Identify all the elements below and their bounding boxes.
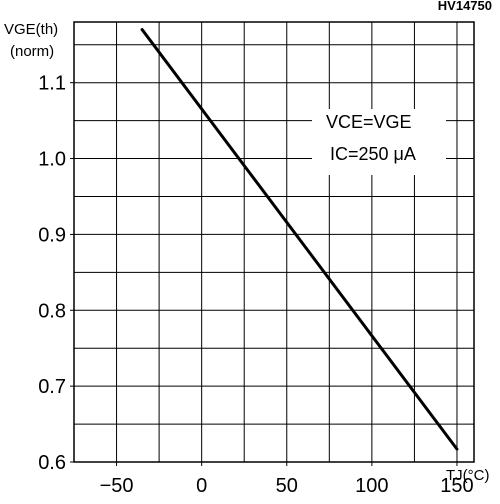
tick-layer: −50 0 50 100 150 0.6 0.7 0.8 0.9 1.0 1.1 [38, 73, 473, 497]
y-tick-label: 1.1 [38, 73, 66, 95]
x-tick-label: 100 [355, 475, 388, 497]
annotation-box [312, 109, 446, 175]
annotation-line-2: IC=250 μA [330, 144, 416, 164]
x-tick-label: 50 [276, 475, 298, 497]
y-tick-label: 0.8 [38, 300, 66, 322]
plot-frame [73, 21, 475, 463]
y-tick-label: 0.9 [38, 224, 66, 246]
y-axis-label: VGE(th) [4, 21, 58, 38]
y-tick-label: 1.0 [38, 149, 66, 171]
x-axis-label: TJ(°C) [446, 467, 489, 484]
y-tick-label: 0.6 [38, 452, 66, 474]
figure-code: HV14750 [438, 0, 492, 13]
annotation-line-1: VCE=VGE [326, 112, 412, 132]
x-tick-label: 0 [196, 475, 207, 497]
x-tick-label: −50 [100, 475, 134, 497]
y-axis-unit: (norm) [10, 43, 54, 60]
series-line [140, 28, 459, 451]
x-tick-label: 150 [440, 475, 473, 497]
y-tick-label: 0.7 [38, 376, 66, 398]
series-layer [140, 28, 459, 451]
